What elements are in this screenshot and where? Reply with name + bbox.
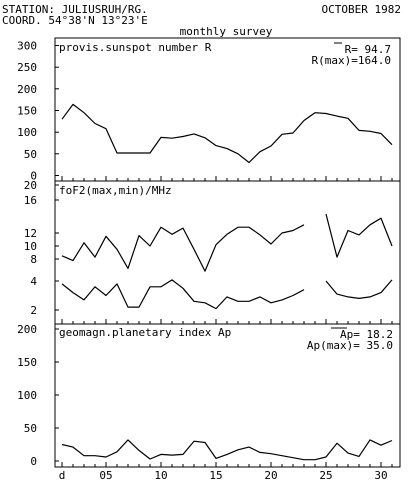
ap-panel-title: geomagn.planetary index Ap	[59, 326, 231, 339]
sunspot-panel: provis.sunspot number R R= 94.7 R(max)=1…	[54, 37, 401, 182]
sunspot-ytick-label: 0	[30, 170, 37, 183]
sunspot-max-label: R(max)=164.0	[312, 54, 391, 67]
x-tick-label: 25	[319, 469, 332, 480]
sunspot-mean-label: R= 94.7	[345, 43, 391, 56]
ap-ytick-label: 50	[24, 422, 37, 435]
ap-series-1-line	[61, 439, 393, 461]
x-tick-label: 10	[154, 469, 167, 480]
coord-label: COORD. 54°38'N 13°23'E	[2, 14, 148, 27]
ap-ytick-label: 150	[17, 356, 37, 369]
ap-data-layer: 0 50 100 150 200	[17, 323, 393, 468]
fof2-panel-title: foF2(max,min)/MHz	[59, 184, 172, 197]
fof2-panel: foF2(max,min)/MHz	[54, 180, 401, 325]
fof2-ytick-label: 2	[30, 304, 37, 317]
sunspot-ytick-label: 100	[17, 126, 37, 139]
fof2-series-2-line	[61, 279, 305, 310]
sunspot-panel-title: provis.sunspot number R	[59, 41, 212, 54]
date-label: OCTOBER 1982	[322, 3, 401, 16]
sunspot-ytick-label: 50	[24, 148, 37, 161]
fof2-ytick-label: 10	[24, 240, 37, 253]
fof2-ytick-label: 4	[30, 275, 37, 288]
ap-ytick-label: 100	[17, 389, 37, 402]
ap-ytick-label: 200	[17, 323, 37, 336]
sunspot-data-layer: 0 50 100 150 200 250 300	[17, 40, 393, 183]
fof2-series-1-line	[325, 213, 393, 258]
ap-ytick-label: 0	[30, 455, 37, 468]
fof2-ytick-label: 16	[24, 194, 37, 207]
x-tick-label: 20	[264, 469, 277, 480]
fof2-series-2-line	[325, 279, 393, 299]
ap-max-label: Ap(max)= 35.0	[307, 339, 393, 352]
fof2-ytick-label: 12	[24, 227, 37, 240]
fof2-series-1-line	[61, 224, 305, 272]
x-tick-label: d	[59, 469, 66, 480]
sunspot-ytick-label: 200	[17, 83, 37, 96]
fof2-ytick-label: 20	[24, 179, 37, 192]
fof2-ytick-label: 8	[30, 253, 37, 266]
x-axis: d 05 10 15 20 25 30	[59, 176, 393, 480]
sunspot-ytick-label: 150	[17, 105, 37, 118]
station-label: STATION: JULIUSRUH/RG.	[2, 3, 148, 16]
survey-label: monthly survey	[180, 25, 273, 38]
x-tick-label: 30	[374, 469, 387, 480]
x-tick-label: 15	[209, 469, 222, 480]
sunspot-ytick-label: 300	[17, 40, 37, 53]
sunspot-ytick-label: 250	[17, 61, 37, 74]
sunspot-series-1-line	[61, 103, 393, 164]
ap-mean-label: Ap= 18.2	[340, 328, 393, 341]
ap-panel: geomagn.planetary index Ap Ap= 18.2 Ap(m…	[54, 323, 401, 468]
fof2-panel-frame	[54, 180, 401, 325]
x-tick-label: 05	[99, 469, 112, 480]
